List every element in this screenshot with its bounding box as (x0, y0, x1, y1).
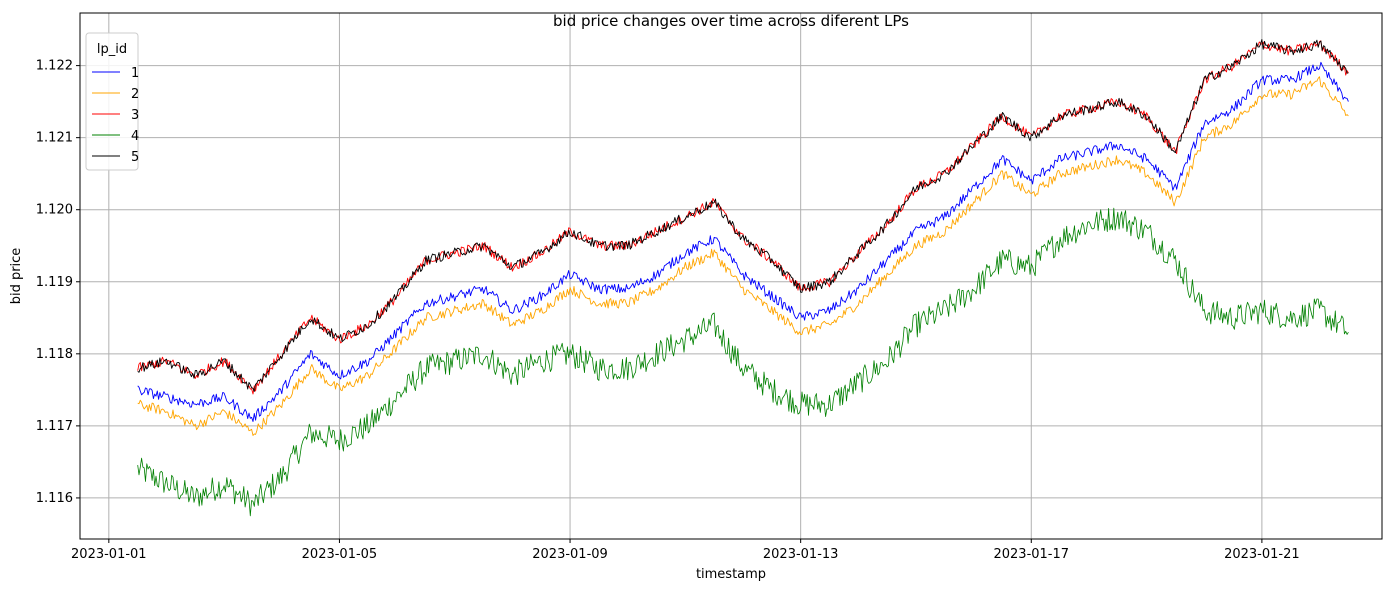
x-tick-label: 2023-01-05 (302, 547, 378, 562)
series-line-lp-1 (137, 61, 1349, 422)
legend-title: lp_id (97, 42, 127, 57)
x-axis: 2023-01-01 2023-01-05 2023-01-09 2023-01-13… (71, 539, 1300, 562)
chart-title: bid price changes over time across difer… (553, 12, 909, 30)
legend-items: 1 2 3 4 5 (92, 66, 139, 165)
x-axis-label: timestamp (696, 567, 766, 582)
legend-label-lp-4: 4 (131, 129, 139, 144)
x-tick-label: 2023-01-09 (532, 547, 608, 562)
x-tick-label: 2023-01-13 (763, 547, 839, 562)
legend-label-lp-5: 5 (131, 150, 139, 165)
x-tick-label: 2023-01-17 (993, 547, 1069, 562)
legend-label-lp-2: 2 (131, 87, 139, 102)
y-axis: 1.116 1.117 1.118 1.119 1.120 1.121 1.122 (36, 59, 80, 506)
series-line-lp-4 (137, 207, 1349, 517)
y-tick-label: 1.117 (36, 419, 73, 434)
y-axis-label: bid price (9, 248, 24, 305)
legend: lp_id 1 2 3 4 5 (85, 32, 139, 171)
series-layer (137, 39, 1349, 517)
y-tick-label: 1.118 (36, 347, 73, 362)
series-line-lp-5 (137, 39, 1349, 392)
legend-label-lp-3: 3 (131, 108, 139, 123)
legend-label-lp-1: 1 (131, 66, 139, 81)
y-tick-label: 1.116 (36, 491, 73, 506)
y-tick-label: 1.119 (36, 275, 73, 290)
series-line-lp-2 (137, 76, 1349, 436)
x-tick-label: 2023-01-21 (1224, 547, 1300, 562)
y-tick-label: 1.121 (36, 131, 73, 146)
legend-box (85, 32, 139, 171)
y-tick-label: 1.120 (36, 203, 73, 218)
grid-lines (80, 13, 1382, 539)
y-tick-label: 1.122 (36, 59, 73, 74)
x-tick-label: 2023-01-01 (71, 547, 147, 562)
plot-frame (79, 12, 1383, 540)
